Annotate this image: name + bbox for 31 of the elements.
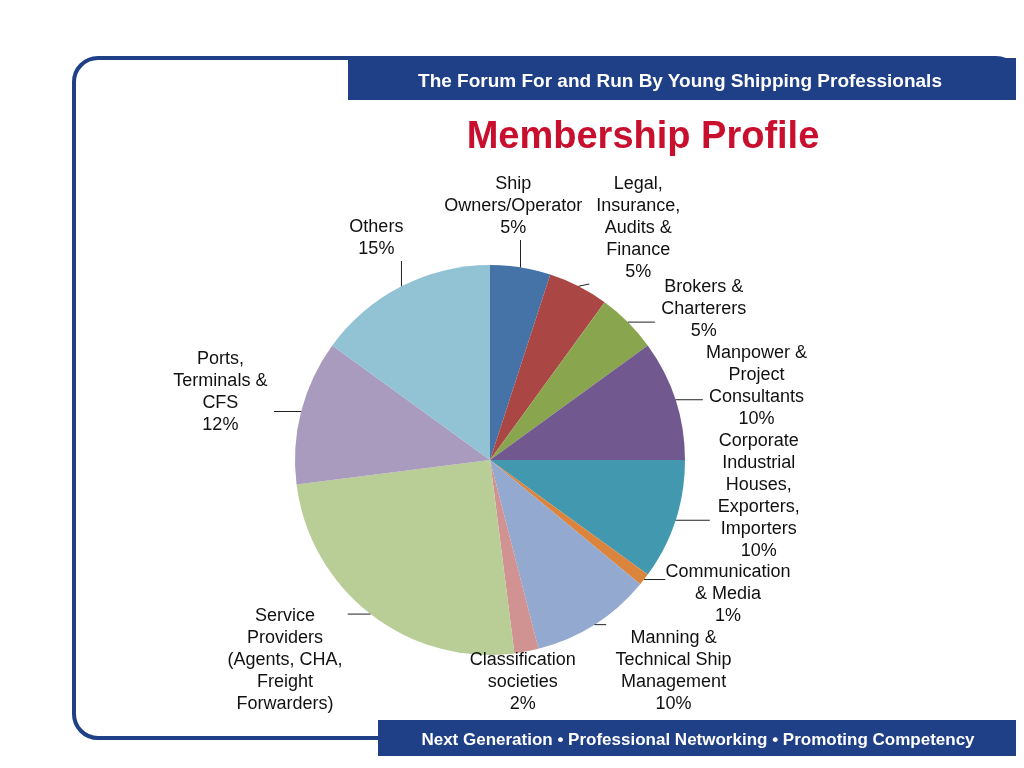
pie-slice <box>490 345 685 460</box>
data-label: 15% <box>358 238 395 259</box>
pie-slice <box>490 460 539 654</box>
pie-slice <box>490 274 605 460</box>
pie-slice <box>295 345 490 485</box>
data-label: 5% <box>500 217 527 238</box>
data-label: 5% <box>625 261 652 282</box>
data-label: 12% <box>202 413 239 434</box>
slice-label: Brokers & Charterers <box>661 276 747 319</box>
pie-slice <box>490 265 551 460</box>
slice-label: Ports, Terminals & CFS <box>173 347 268 412</box>
data-label: 1% <box>715 605 742 626</box>
data-label: 10% <box>738 408 775 429</box>
slice-label: Others <box>349 216 404 237</box>
slice-label: Communication & Media <box>665 561 791 604</box>
pie-slice <box>332 265 490 460</box>
chart-subtitle: The Forum For and Run By Young Shipping Professionals <box>418 70 942 91</box>
slice-label: Manning & Technical Ship Management <box>615 627 732 692</box>
text: Next Generation • Professional Networking • Promoting Competency <box>421 730 976 749</box>
data-label: 5% <box>690 320 717 341</box>
slice-label: Legal, Insurance, Audits & Finance <box>596 173 681 260</box>
chart-title: Membership Profile <box>466 114 820 156</box>
pie-slice <box>490 302 648 460</box>
slice-label: Service Providers (Agents, CHA, Freight Forwarders) <box>227 605 343 714</box>
slice-label: Manpower & Project Consultants <box>705 342 808 407</box>
slice-label: Ship Owners/Operator <box>444 173 583 216</box>
data-label: 2% <box>509 693 536 714</box>
data-label: 10% <box>740 539 777 560</box>
slice-label: Classification societies <box>469 649 576 692</box>
slice-label: Corporate Industrial Houses, Exporters, Importers <box>717 429 800 538</box>
data-label: 10% <box>655 693 692 714</box>
